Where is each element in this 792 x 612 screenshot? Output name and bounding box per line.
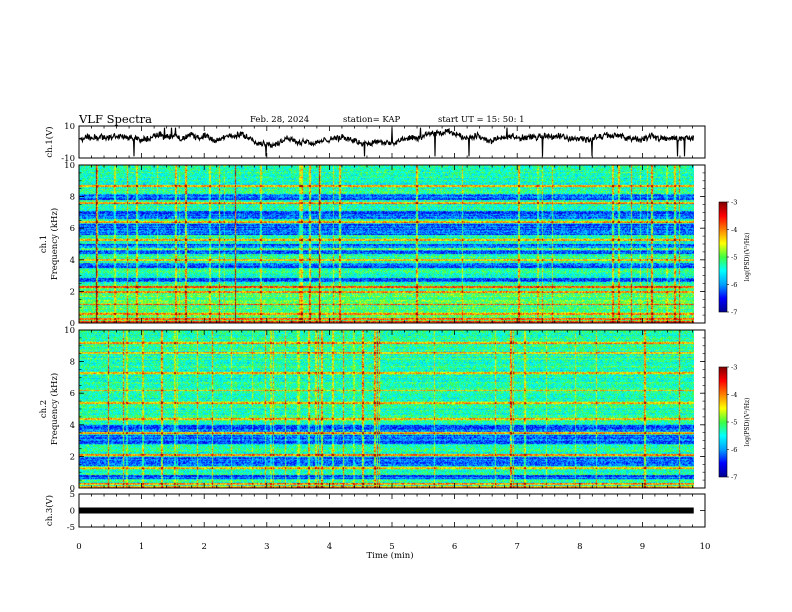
colorbar-tick-label: -6	[731, 446, 737, 454]
y-tick-label: 0	[70, 507, 75, 517]
y-tick-label: 8	[70, 358, 75, 368]
y-tick-label: 4	[70, 421, 75, 431]
colorbar-tick-label: -3	[731, 199, 737, 207]
colorbar-tick-label: -3	[731, 364, 737, 372]
y-axis-channel-label-ch2-spectrogram: ch.2	[39, 400, 49, 418]
colorbar-tick-label: -5	[731, 254, 737, 262]
colorbar-tick-label: -6	[731, 281, 737, 289]
start-ut-label: start UT = 15: 50: 1	[438, 115, 525, 125]
spectrogram-image-2	[79, 330, 694, 488]
colorbar-ch2-spectrogram	[718, 366, 728, 478]
spectrogram-image-1	[79, 165, 694, 323]
y-tick-label: 6	[70, 224, 75, 234]
station-label: station= KAP	[343, 115, 401, 125]
y-tick-label: 10	[64, 161, 75, 171]
x-tick-label: 6	[452, 542, 457, 552]
y-tick-label: 4	[70, 256, 75, 266]
ch3-waveform-trace	[79, 507, 694, 514]
y-tick-label: 6	[70, 389, 75, 399]
y-axis-label-ch1-spectrogram: Frequency (kHz)	[49, 208, 60, 280]
colorbar-label: log(PSD)(V²/Hz)	[744, 233, 751, 282]
colorbar-tick-label: -4	[731, 391, 737, 399]
y-tick-label: 2	[70, 287, 75, 297]
y-tick-label: -10	[61, 154, 75, 164]
y-tick-label: -5	[67, 523, 75, 533]
ch1-waveform-trace	[78, 127, 695, 157]
x-tick-label: 0	[76, 542, 81, 552]
colorbar-tick-label: -5	[731, 419, 737, 427]
chart-title: VLF Spectra	[79, 112, 153, 126]
y-tick-label: 0	[70, 484, 75, 494]
x-tick-label: 1	[139, 542, 144, 552]
colorbar-tick-label: -7	[731, 309, 737, 317]
y-axis-label-ch1-waveform: ch.1(V)	[44, 126, 55, 157]
x-tick-label: 10	[700, 542, 711, 552]
x-tick-label: 5	[389, 542, 394, 552]
y-tick-label: 10	[64, 326, 75, 336]
x-tick-label: 7	[514, 542, 519, 552]
x-tick-label: 8	[577, 542, 582, 552]
y-tick-label: 2	[70, 452, 75, 462]
colorbar-tick-label: -4	[731, 226, 737, 234]
y-tick-label: 0	[70, 319, 75, 329]
y-axis-channel-label-ch1-spectrogram: ch.1	[39, 235, 49, 253]
x-tick-label: 4	[327, 542, 332, 552]
y-tick-label: 10	[64, 122, 75, 132]
colorbar-label: log(PSD)(V²/Hz)	[744, 398, 751, 447]
y-tick-label: 5	[70, 490, 75, 500]
y-axis-label-ch3-waveform: ch.3(V)	[44, 495, 55, 526]
y-axis-label-ch2-spectrogram: Frequency (kHz)	[49, 373, 60, 445]
x-tick-label: 9	[640, 542, 645, 552]
x-axis-label: Time (min)	[366, 550, 413, 561]
x-tick-label: 3	[264, 542, 269, 552]
colorbar-tick-label: -7	[731, 474, 737, 482]
date-label: Feb. 28, 2024	[250, 115, 310, 125]
colorbar-ch1-spectrogram	[718, 201, 728, 313]
y-tick-label: 8	[70, 193, 75, 203]
x-tick-label: 2	[201, 542, 206, 552]
